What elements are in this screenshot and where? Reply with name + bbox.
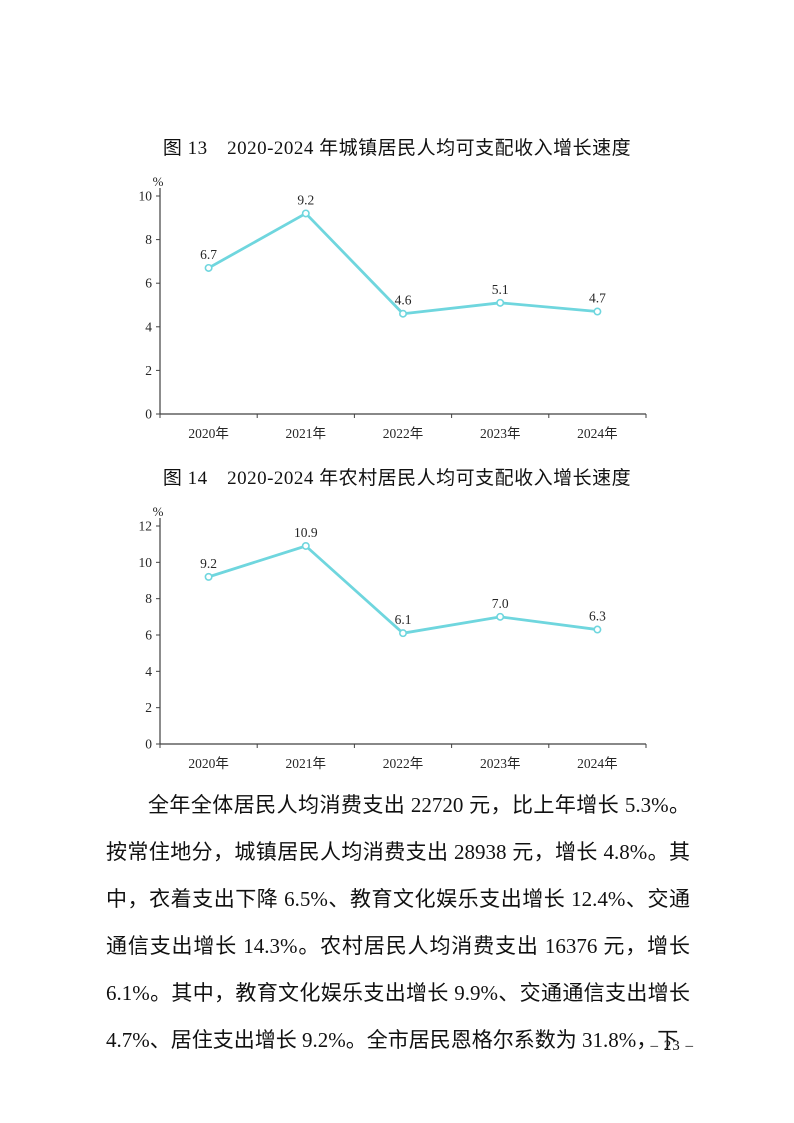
y-tick-label: 2 xyxy=(145,363,152,378)
data-point-label: 9.2 xyxy=(297,192,314,207)
x-tick-label: 2020年 xyxy=(188,426,229,441)
x-tick-label: 2023年 xyxy=(480,426,521,441)
data-point-marker xyxy=(398,629,407,638)
y-tick-label: 2 xyxy=(145,700,152,715)
x-tick-label: 2020年 xyxy=(188,756,229,771)
y-tick-label: 4 xyxy=(145,664,152,679)
data-point-label: 7.0 xyxy=(492,596,509,611)
data-point-marker xyxy=(593,625,602,634)
x-tick-label: 2023年 xyxy=(480,756,521,771)
data-point-marker xyxy=(593,307,602,316)
x-tick-label: 2024年 xyxy=(577,756,618,771)
y-tick-label: 6 xyxy=(145,276,152,291)
data-point-label: 6.7 xyxy=(200,247,217,262)
data-point-label: 6.3 xyxy=(589,609,606,624)
y-axis-unit-label: % xyxy=(153,504,164,519)
data-point-marker xyxy=(204,263,213,272)
figure-13-title: 图 13 2020-2024 年城镇居民人均可支配收入增长速度 xyxy=(162,138,632,159)
y-tick-label: 10 xyxy=(139,555,153,570)
x-tick-label: 2021年 xyxy=(286,756,327,771)
y-tick-label: 8 xyxy=(145,232,152,247)
figure-14-chart: 0 2 4 6 8 10 12% 9.2 10.9 6.1 7.0 6.3 2020年 2021年 2022… xyxy=(116,500,656,780)
y-tick-label: 6 xyxy=(145,628,152,643)
data-point-marker xyxy=(301,541,310,550)
figure-13-block: 图 13 2020-2024 年城镇居民人均可支配收入增长速度 0 2 4 6 8 10%… xyxy=(0,136,794,450)
body-paragraph: 全年全体居民人均消费支出 22720 元，比上年增长 5.3%。按常住地分，城镇… xyxy=(106,793,690,1052)
figure-14-title: 图 14 2020-2024 年农村居民人均可支配收入增长速度 xyxy=(162,468,632,489)
data-point-label: 10.9 xyxy=(294,525,318,540)
data-point-marker xyxy=(301,209,310,218)
data-point-label: 4.6 xyxy=(395,293,412,308)
y-tick-label: 12 xyxy=(139,519,153,534)
data-point-label: 6.1 xyxy=(395,612,412,627)
line-chart: 0 2 4 6 8 10% 6.7 9.2 4.6 5.1 4.7 2020年 2021年 2022年 20… xyxy=(139,174,647,441)
data-point-marker xyxy=(496,298,505,307)
x-tick-label: 2022年 xyxy=(383,426,424,441)
data-point-label: 5.1 xyxy=(492,282,509,297)
data-point-marker xyxy=(496,612,505,621)
figure-13-chart: 0 2 4 6 8 10% 6.7 9.2 4.6 5.1 4.7 2020年 2021年 2022年 20… xyxy=(116,170,656,450)
y-axis-unit-label: % xyxy=(153,174,164,189)
page-number: – 23 – xyxy=(650,1038,694,1054)
figure-14-block: 图 14 2020-2024 年农村居民人均可支配收入增长速度 0 2 4 6 8 10 1… xyxy=(0,466,794,780)
x-tick-label: 2021年 xyxy=(286,426,327,441)
y-tick-label: 8 xyxy=(145,591,152,606)
x-tick-label: 2024年 xyxy=(577,426,618,441)
y-tick-label: 0 xyxy=(145,407,152,422)
x-tick-label: 2022年 xyxy=(383,756,424,771)
y-tick-label: 4 xyxy=(145,319,152,334)
y-tick-label: 0 xyxy=(145,737,152,752)
data-point-label: 9.2 xyxy=(200,556,217,571)
data-point-label: 4.7 xyxy=(589,291,606,306)
data-point-marker xyxy=(398,309,407,318)
line-chart: 0 2 4 6 8 10 12% 9.2 10.9 6.1 7.0 6.3 2020年 2021年 2022… xyxy=(139,504,647,771)
data-point-marker xyxy=(204,572,213,581)
y-tick-label: 10 xyxy=(139,189,153,204)
